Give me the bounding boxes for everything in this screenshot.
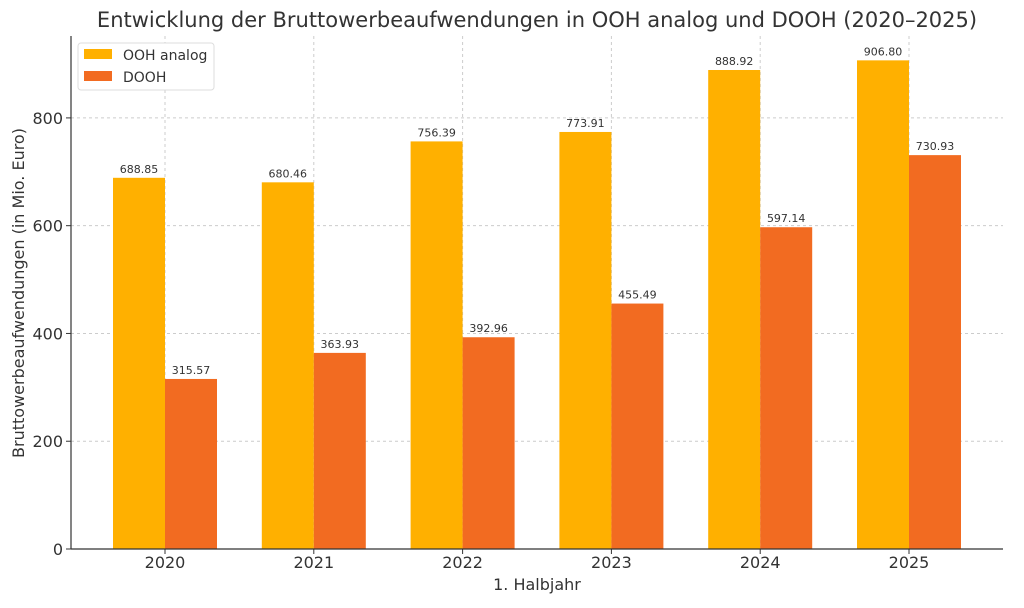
data-label: 315.57: [172, 364, 211, 377]
data-label: 597.14: [767, 212, 806, 225]
data-label: 363.93: [321, 338, 360, 351]
legend-swatch: [84, 49, 112, 59]
data-label: 455.49: [618, 289, 657, 302]
bar-ooh-analog: [410, 141, 463, 550]
x-tick-label: 2023: [591, 553, 632, 572]
legend-label: DOOH: [123, 70, 166, 86]
bar-dooh: [313, 352, 366, 549]
bar-dooh: [909, 155, 961, 549]
bar-dooh: [611, 303, 664, 549]
y-tick-label: 800: [32, 109, 63, 128]
legend-label: OOH analog: [123, 48, 207, 64]
legend: OOH analog DOOH: [77, 42, 215, 91]
bar-ooh-analog: [857, 60, 909, 550]
bar-ooh-analog: [708, 69, 761, 549]
y-tick-label: 400: [32, 324, 63, 343]
data-label: 730.93: [916, 140, 955, 153]
x-tick-label: 2022: [442, 553, 483, 572]
data-label: 888.92: [715, 55, 754, 68]
data-label: 756.39: [417, 126, 456, 139]
bar-ooh-analog: [559, 131, 612, 550]
data-label: 688.85: [120, 163, 159, 176]
bar-dooh: [165, 378, 217, 549]
bar-ooh-analog: [113, 177, 165, 549]
data-label: 773.91: [566, 117, 605, 130]
bar-ooh-analog: [261, 182, 314, 549]
data-label: 392.96: [469, 322, 508, 335]
y-tick-label: 0: [53, 540, 63, 559]
y-tick-label: 600: [32, 217, 63, 236]
x-tick-label: 2021: [293, 553, 334, 572]
y-tick-label: 200: [32, 432, 63, 451]
legend-swatch: [84, 71, 112, 81]
data-label: 906.80: [864, 45, 903, 58]
chart-title: Entwicklung der Bruttowerbeaufwendungen …: [97, 8, 977, 32]
x-tick-label: 2020: [145, 553, 186, 572]
data-label: 680.46: [269, 167, 308, 180]
bar-dooh: [462, 337, 515, 549]
x-axis-label: 1. Halbjahr: [493, 575, 581, 594]
bars: [113, 60, 961, 550]
data-labels: 688.85 680.46 756.39 773.91 888.92 906.80 315.…: [120, 45, 955, 377]
x-tick-label: 2025: [889, 553, 930, 572]
bar-dooh: [760, 227, 813, 549]
axes: 0 200 400 600 800 2020 2021 2022 2023 2024 2025: [32, 36, 1003, 572]
x-tick-label: 2024: [740, 553, 781, 572]
y-axis-label: Bruttowerbeaufwendungen (in Mio. Euro): [9, 128, 28, 458]
